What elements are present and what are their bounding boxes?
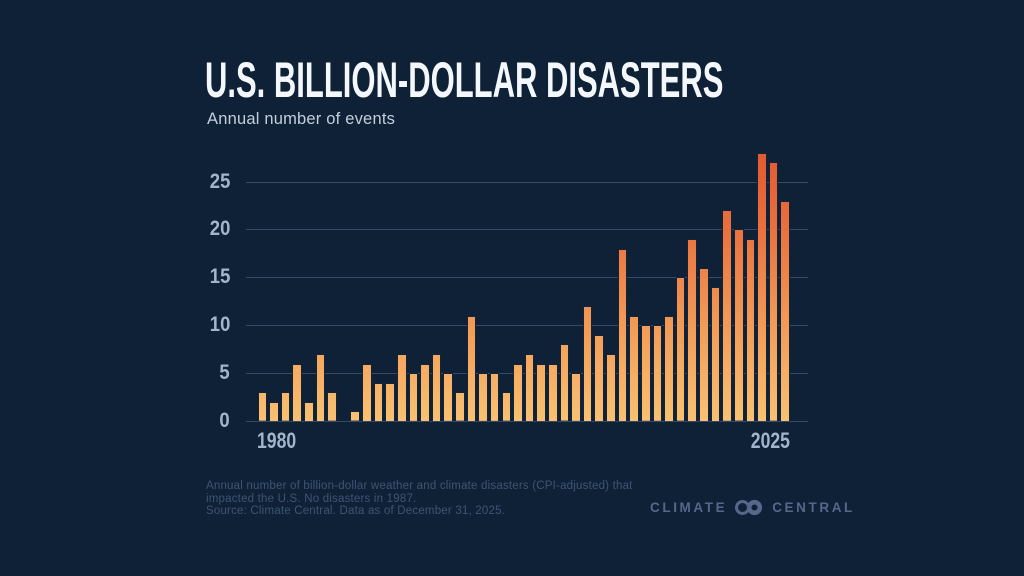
bar-1989	[362, 363, 372, 421]
bar-2001	[501, 392, 512, 421]
gridline-20	[246, 229, 808, 231]
bar-2018	[699, 267, 709, 421]
bar-1980	[257, 392, 268, 421]
gridline-15	[246, 277, 808, 279]
bar-2007	[571, 373, 581, 421]
bar-2004	[536, 363, 546, 421]
page-subtitle: Annual number of events	[207, 110, 396, 128]
bar-2017	[687, 239, 698, 421]
bar-2008	[582, 306, 593, 421]
source-note: Annual number of billion-dollar weather …	[206, 480, 633, 518]
bar-1995	[431, 353, 442, 421]
bar-1994	[420, 363, 430, 421]
brand-word-climate: CLIMATE	[650, 499, 728, 515]
bar-1996	[443, 373, 453, 421]
bar-2005	[548, 363, 558, 421]
bar-2020	[722, 210, 732, 421]
x-axis-label-1980: 1980	[257, 428, 297, 453]
y-axis-label-25: 25	[209, 169, 230, 193]
gridline-0	[246, 421, 808, 422]
bar-2021	[733, 229, 744, 421]
bar-1997	[455, 392, 465, 421]
interlocked-rings-icon	[734, 499, 765, 516]
bar-1998	[466, 315, 477, 421]
bar-1985	[315, 353, 326, 421]
bar-2015	[664, 315, 674, 421]
bar-1992	[396, 353, 407, 421]
gridline-10	[246, 325, 808, 327]
bar-1982	[280, 392, 291, 421]
bar-2024	[768, 162, 779, 421]
bar-2016	[675, 277, 686, 421]
brand-word-central: CENTRAL	[772, 499, 855, 515]
y-axis-label-15: 15	[209, 265, 230, 289]
bar-2011	[617, 248, 628, 421]
bar-1991	[385, 382, 395, 421]
source-note-line: Annual number of billion-dollar weather …	[206, 480, 633, 492]
y-axis-label-5: 5	[219, 361, 230, 385]
bar-1986	[327, 392, 337, 421]
y-axis-label-0: 0	[219, 409, 230, 432]
bar-2023	[757, 152, 767, 421]
bar-2010	[606, 353, 616, 421]
bar-2022	[745, 239, 756, 421]
bar-2013	[640, 325, 651, 421]
bar-1988	[350, 411, 361, 421]
x-axis-label-2025: 2025	[750, 428, 790, 453]
bar-2003	[524, 353, 535, 421]
bar-2019	[710, 286, 721, 421]
bar-2000	[489, 373, 500, 421]
bar-1999	[478, 373, 488, 421]
gridline-25	[246, 181, 808, 183]
page-title: U.S. BILLION-DOLLAR DISASTERS	[205, 52, 724, 108]
y-axis-label-20: 20	[209, 217, 230, 241]
bar-2014	[652, 325, 663, 421]
bar-chart: 1980 2025 0 5 10 15 20 25	[209, 142, 808, 452]
bar-2012	[629, 315, 639, 421]
bar-1984	[303, 401, 314, 421]
climate-central-logo: CLIMATE CENTRAL	[650, 497, 855, 517]
bar-2025	[780, 200, 790, 421]
bar-1993	[408, 373, 419, 421]
y-axis-label-10: 10	[209, 313, 230, 337]
source-note-line: impacted the U.S. No disasters in 1987.	[206, 492, 417, 505]
bar-1983	[292, 363, 302, 421]
bar-2009	[594, 334, 605, 421]
bar-1990	[373, 382, 384, 421]
bar-1981	[269, 401, 279, 421]
bar-2002	[513, 363, 523, 421]
bar-2006	[559, 344, 570, 421]
source-note-line: Source: Climate Central. Data as of Dece…	[206, 505, 506, 517]
